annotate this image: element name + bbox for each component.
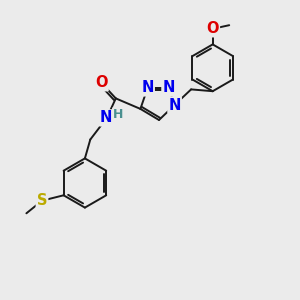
Text: N: N — [100, 110, 112, 125]
Text: S: S — [37, 193, 47, 208]
Text: H: H — [113, 108, 123, 122]
Text: N: N — [141, 80, 154, 95]
Text: O: O — [95, 75, 108, 90]
Text: N: N — [162, 80, 175, 95]
Text: O: O — [206, 21, 219, 36]
Text: N: N — [168, 98, 181, 112]
